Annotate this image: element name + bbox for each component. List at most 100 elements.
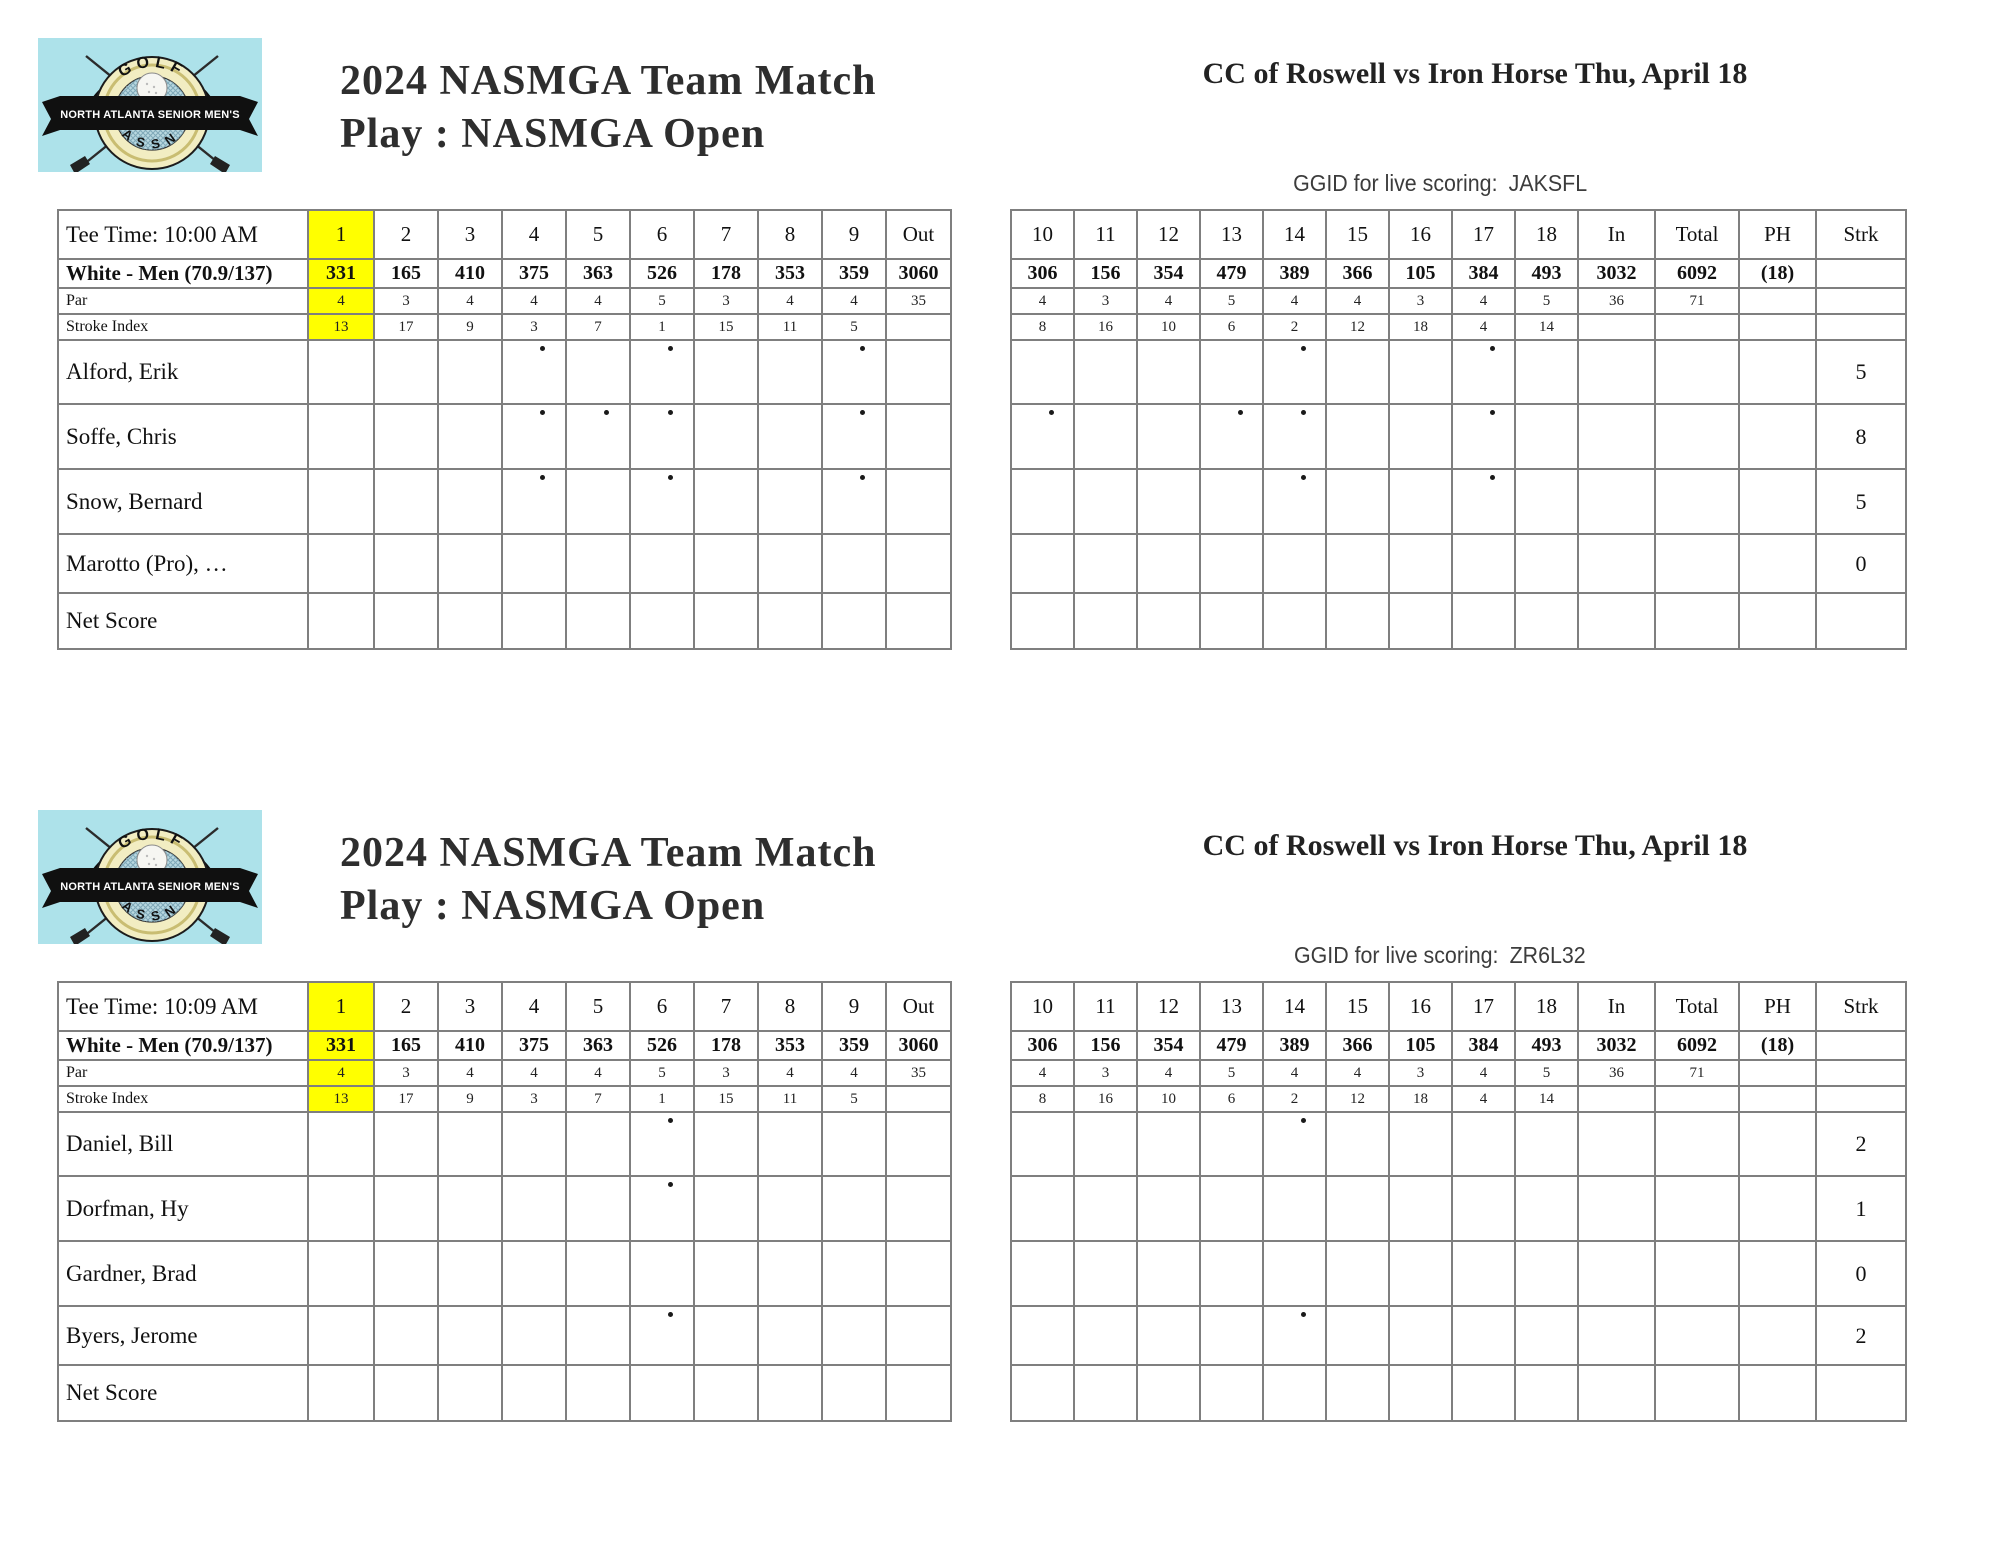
hole-yardage: 375	[501, 1030, 567, 1061]
hole-number: 15	[1325, 981, 1390, 1032]
strk-header-cell	[1815, 258, 1907, 289]
hole-stroke-index: 10	[1136, 313, 1201, 341]
score-cell	[1514, 1240, 1579, 1307]
handicap-dot	[540, 475, 545, 480]
left-club-head	[70, 156, 90, 174]
par-row: Par 4 3 4 4 4 5 3 4 4 35	[57, 1059, 952, 1087]
score-cell	[501, 1305, 567, 1366]
club-logo: GOLF ASSN NORTH ATLANTA SENIOR MEN'S	[38, 810, 262, 949]
score-cell	[1451, 533, 1516, 594]
score-cell	[1010, 533, 1075, 594]
hole-number: 1	[307, 209, 375, 260]
front-nine-table: Tee Time: 10:09 AM 1 2 3 4 5 6 7 8 9 Out White - Me…	[57, 981, 952, 1422]
hole-yardage: 363	[565, 1030, 631, 1061]
hole-par: 4	[565, 1059, 631, 1087]
score-cell	[565, 1111, 631, 1177]
player-row: 0	[1010, 533, 1907, 594]
net-score-cell	[307, 1364, 375, 1422]
out-stroke-index	[885, 1085, 952, 1113]
club-logo: GOLF ASSN NORTH ATLANTA SENIOR MEN'S	[38, 38, 262, 177]
net-score-cell	[1010, 592, 1075, 650]
hole-stroke-index: 18	[1388, 1085, 1453, 1113]
ggid-inner: GGID for live scoring: JAKSFL	[1293, 170, 1587, 197]
hole-number: 4	[501, 209, 567, 260]
score-cell	[1136, 339, 1201, 405]
score-cell	[1262, 468, 1327, 535]
out-score-cell	[885, 1111, 952, 1177]
score-cell	[1325, 1111, 1390, 1177]
hole-number: 14	[1262, 209, 1327, 260]
hole-yardage: 331	[307, 1030, 375, 1061]
hole-number: 10	[1010, 209, 1075, 260]
net-score-cell	[629, 1364, 695, 1422]
net-score-cell	[757, 592, 823, 650]
logo-banner: NORTH ATLANTA SENIOR MEN'S	[42, 868, 258, 908]
score-cell	[821, 468, 887, 535]
score-cell	[1325, 1240, 1390, 1307]
hole-number: 5	[565, 981, 631, 1032]
score-cell	[307, 533, 375, 594]
score-cell	[1199, 468, 1264, 535]
hole-number: 18	[1514, 981, 1579, 1032]
hole-number: 12	[1136, 209, 1201, 260]
score-cell	[693, 533, 759, 594]
net-score-cell	[1451, 1364, 1516, 1422]
net-score-cell	[1262, 592, 1327, 650]
score-cell	[1073, 1111, 1138, 1177]
hole-number: 16	[1388, 209, 1453, 260]
summary-header: Strk	[1815, 981, 1907, 1032]
hole-stroke-index: 9	[437, 1085, 503, 1113]
hole-number: 13	[1199, 981, 1264, 1032]
hole-par: 4	[1325, 1059, 1390, 1087]
header-row: 10 11 12 13 14 15 16 17 18 In Total PH Strk	[1010, 981, 1907, 1032]
net-score-cell	[1199, 1364, 1264, 1422]
hole-par: 4	[565, 287, 631, 315]
hole-stroke-index: 17	[373, 1085, 439, 1113]
hole-par: 4	[1325, 287, 1390, 315]
score-cell	[629, 1111, 695, 1177]
score-cell	[821, 1175, 887, 1242]
yardage-row: White - Men (70.9/137) 331 165 410 375 363 526…	[57, 258, 952, 289]
score-cell	[821, 339, 887, 405]
handicap-dot	[668, 475, 673, 480]
in-yardage: 3032	[1577, 258, 1656, 289]
player-strokes: 8	[1815, 403, 1907, 470]
in-si-cell	[1577, 313, 1656, 341]
score-cell	[693, 339, 759, 405]
score-cell	[1451, 468, 1516, 535]
score-cell	[1199, 1305, 1264, 1366]
hole-number: 6	[629, 981, 695, 1032]
hole-yardage: 178	[693, 1030, 759, 1061]
in-score-cell	[1577, 1175, 1656, 1242]
score-cell	[565, 1175, 631, 1242]
hole-yardage: 353	[757, 258, 823, 289]
score-cell	[437, 403, 503, 470]
stroke-index-label: Stroke Index	[57, 1085, 309, 1113]
score-cell	[1136, 1240, 1201, 1307]
hole-stroke-index: 13	[307, 1085, 375, 1113]
playing-handicap: (18)	[1738, 1030, 1817, 1061]
tbody: 10 11 12 13 14 15 16 17 18 In Total PH Strk 306 156 354…	[1010, 209, 1907, 650]
net-score-cell	[1738, 1364, 1817, 1422]
handicap-dot	[1300, 1312, 1306, 1317]
player-strokes: 5	[1815, 339, 1907, 405]
hole-yardage: 359	[821, 258, 887, 289]
hole-yardage: 105	[1388, 258, 1453, 289]
hole-stroke-index: 10	[1136, 1085, 1201, 1113]
hole-yardage: 156	[1073, 258, 1138, 289]
handicap-dot	[1300, 475, 1306, 480]
strk-par-cell	[1815, 1059, 1907, 1087]
score-cell	[821, 1305, 887, 1366]
out-score-cell	[885, 533, 952, 594]
net-score-cell	[1388, 592, 1453, 650]
hole-yardage: 306	[1010, 1030, 1075, 1061]
hole-stroke-index: 13	[307, 313, 375, 341]
total-score-cell	[1654, 468, 1740, 535]
score-cell	[565, 468, 631, 535]
hole-par: 5	[1514, 1059, 1579, 1087]
hole-par: 4	[821, 1059, 887, 1087]
score-cell	[373, 403, 439, 470]
hole-number: 5	[565, 209, 631, 260]
hole-par: 3	[693, 1059, 759, 1087]
score-cell	[1514, 339, 1579, 405]
